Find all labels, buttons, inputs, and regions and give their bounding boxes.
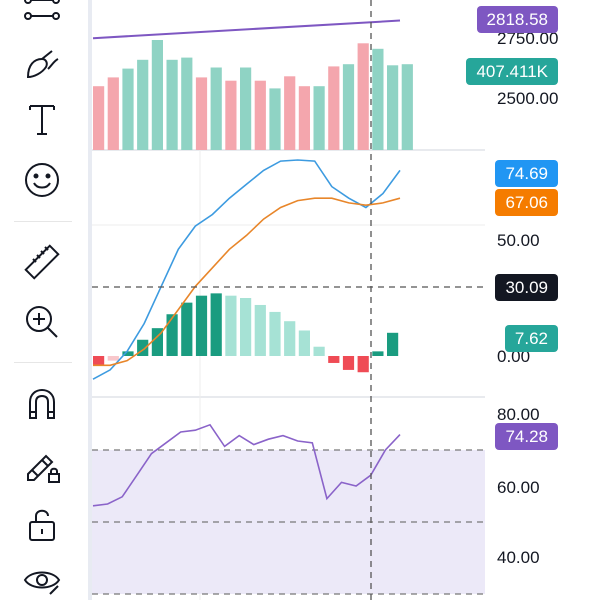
histogram-bar	[93, 356, 105, 366]
histogram-bar	[225, 295, 237, 356]
histogram-bar	[269, 311, 281, 356]
indicator-lines	[92, 19, 401, 507]
volume-bar	[372, 48, 384, 150]
volume-bar	[328, 66, 340, 150]
volume-bar	[107, 77, 119, 150]
signal-value-tag: 67.06	[495, 189, 558, 216]
rsi-axis-label: 80.00	[497, 405, 540, 424]
rsi-line	[92, 423, 401, 507]
unlock-icon	[29, 509, 55, 541]
histogram-bar	[328, 356, 340, 363]
volume-bar	[298, 86, 310, 150]
zoom-tool-button[interactable]	[18, 298, 66, 346]
volume-bar	[401, 64, 413, 150]
rsi-value-tag: 74.28	[495, 423, 558, 450]
hide-drawings-tool-button[interactable]	[18, 556, 66, 600]
histogram-bar	[107, 356, 119, 361]
volume-bar	[151, 40, 163, 150]
volume-bar	[181, 57, 193, 150]
volume-bars	[93, 40, 413, 150]
histogram-bar	[387, 332, 399, 356]
ruler-icon	[24, 244, 60, 280]
eye-icon	[23, 571, 61, 595]
magnet-icon	[29, 388, 55, 419]
stay-in-drawing-tool-button[interactable]	[18, 440, 66, 488]
histogram-bar	[357, 356, 369, 373]
volume-bar	[210, 67, 222, 150]
text-tool-button[interactable]	[18, 96, 66, 144]
rsi-axis-label: 60.00	[497, 478, 540, 497]
crosshair	[92, 0, 485, 600]
toolbar-border	[88, 0, 92, 600]
line-tools-icon	[24, 0, 60, 20]
rsi-axis-label: 40.00	[497, 548, 540, 567]
histogram-value-tag: 7.62	[504, 325, 558, 352]
measure-tool-button[interactable]	[18, 238, 66, 286]
pencil-lock-icon	[27, 454, 60, 483]
price-axis-label: 2750.00	[497, 29, 559, 48]
histogram-bar	[240, 298, 252, 356]
drawing-toolbar	[0, 0, 88, 600]
volume-bar	[137, 59, 149, 150]
histogram-bar	[181, 302, 193, 356]
histogram-bar	[298, 330, 310, 356]
price-trend-line	[92, 19, 401, 40]
histogram-bar	[254, 304, 266, 356]
emoji-tool-button[interactable]	[18, 156, 66, 204]
histogram-bar	[313, 346, 325, 356]
histogram-bar	[151, 328, 163, 356]
histogram-bar	[122, 351, 134, 356]
volume-bar	[166, 59, 178, 150]
brush-tool-button[interactable]	[18, 39, 66, 87]
macd-value-tag: 74.69	[495, 160, 558, 187]
histogram-bar	[284, 321, 296, 356]
volume-bar	[122, 68, 134, 150]
histogram-bar	[342, 356, 355, 370]
rsi-band-fill	[92, 450, 485, 594]
signal-line	[93, 197, 401, 367]
rsi-band	[92, 449, 485, 595]
trend-line-tool-button[interactable]	[18, 0, 66, 34]
histogram-bar	[210, 293, 222, 356]
macd-histogram	[93, 293, 399, 373]
volume-bar	[195, 77, 208, 150]
histogram-bar	[166, 314, 178, 356]
volume-bar	[93, 86, 105, 150]
zoom-in-icon	[26, 306, 58, 338]
toolbar-separator	[14, 362, 72, 363]
volume-bar	[225, 80, 237, 150]
histogram-bar	[372, 351, 384, 356]
volume-bar	[284, 76, 296, 150]
smiley-icon	[25, 163, 59, 197]
crosshair-price-tag: 30.09	[495, 274, 558, 301]
volume-bar	[313, 86, 325, 150]
macd-line	[92, 159, 401, 380]
volume-bar	[357, 43, 369, 150]
volume-bar	[254, 80, 266, 150]
volume-bar	[387, 65, 399, 150]
text-icon	[29, 105, 55, 135]
macd-axis-label: 50.00	[497, 231, 540, 250]
histogram-bar	[195, 295, 208, 356]
volume-tag: 407.411K	[466, 58, 558, 85]
volume-bar	[342, 64, 355, 150]
price-axis-label: 2500.00	[497, 89, 559, 108]
lock-drawings-tool-button[interactable]	[18, 500, 66, 548]
last-price-tag: 2818.58	[476, 6, 558, 33]
brush-icon	[26, 50, 59, 79]
toolbar-separator	[14, 221, 72, 222]
magnet-tool-button[interactable]	[18, 380, 66, 428]
volume-bar	[240, 67, 252, 150]
volume-bar	[269, 88, 281, 150]
histogram-bar	[137, 339, 149, 356]
